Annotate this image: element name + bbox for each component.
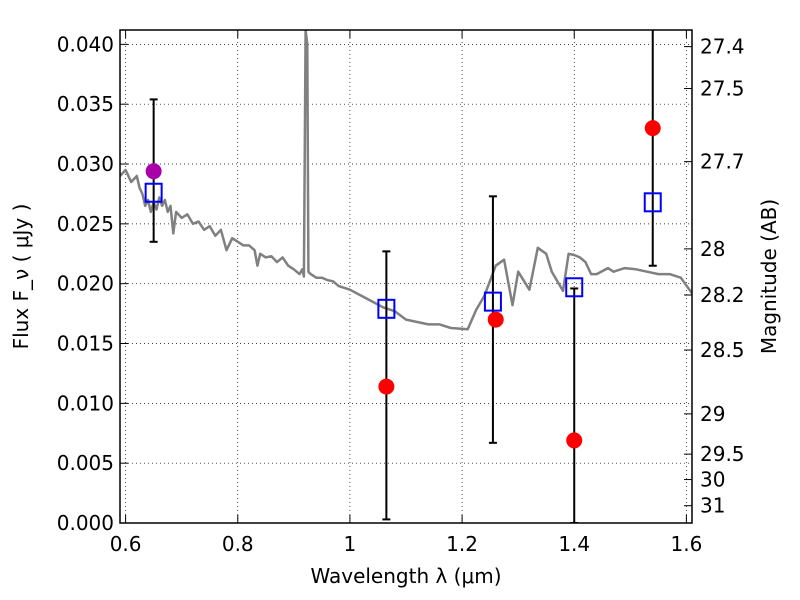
x-axis-ticks: 0.6 0.8 1 1.2 1.4 1.6: [110, 30, 702, 556]
model-flux-square: [483, 291, 502, 312]
x-tick-label: 0.8: [222, 532, 254, 556]
observed-flux-point: [145, 163, 162, 180]
model-flux-square: [377, 298, 396, 319]
y-tick-label: 0.020: [57, 272, 114, 296]
plot-frame: [119, 29, 693, 524]
photometry-markers: [144, 120, 662, 449]
model-flux-square: [643, 192, 662, 213]
model-flux-square: [144, 182, 163, 203]
y-tick-label: 0.030: [57, 152, 114, 176]
x-tick-label: 1.2: [446, 532, 478, 556]
y-tick-label: 0.015: [57, 332, 114, 356]
right-tick-label: 27.5: [700, 77, 745, 101]
error-bars: [149, 30, 657, 523]
y-axis-ticks: 0.000 0.005 0.010 0.015 0.020 0.025 0.030 0.035…: [57, 32, 128, 535]
y-axis-title: Flux F_ν ( μJy ): [9, 204, 33, 350]
right-tick-label: 28: [700, 237, 725, 261]
right-tick-label: 28.2: [700, 283, 745, 307]
y-tick-label: 0.040: [57, 32, 114, 56]
observed-flux-point: [566, 432, 583, 449]
model-spectrum: [120, 30, 692, 331]
y-tick-label: 0.025: [57, 212, 114, 236]
right-tick-label: 27.7: [700, 150, 745, 174]
observed-flux-point: [644, 120, 661, 137]
grid-lines: [120, 30, 692, 524]
y-tick-label: 0.000: [57, 511, 114, 535]
y-tick-label: 0.035: [57, 92, 114, 116]
right-tick-label: 31: [700, 494, 725, 518]
model-flux-square: [565, 277, 584, 298]
right-tick-label: 28.5: [700, 338, 745, 362]
observed-flux-point: [378, 378, 395, 395]
x-tick-label: 1.6: [670, 532, 702, 556]
x-tick-label: 0.6: [110, 532, 142, 556]
right-axis-title: Magnitude (AB): [757, 199, 781, 354]
x-tick-label: 1.4: [558, 532, 590, 556]
right-tick-label: 27.4: [700, 35, 745, 59]
right-tick-label: 30: [700, 468, 725, 492]
right-tick-label: 29.5: [700, 442, 745, 466]
y-tick-label: 0.005: [57, 451, 114, 475]
x-tick-label: 1: [344, 532, 357, 556]
x-axis-title: Wavelength λ (μm): [310, 564, 501, 588]
observed-flux-point: [487, 311, 504, 328]
right-tick-label: 29: [700, 402, 725, 426]
y-tick-label: 0.010: [57, 391, 114, 415]
spectrum-line: [120, 30, 692, 331]
